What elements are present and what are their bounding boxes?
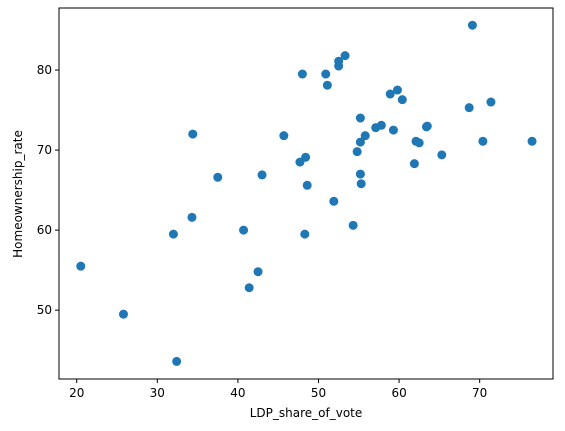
- x-tick-label: 20: [69, 386, 84, 400]
- point: [340, 51, 350, 61]
- point: [355, 169, 365, 179]
- point: [414, 138, 424, 148]
- point: [356, 179, 366, 189]
- point: [302, 180, 312, 190]
- point: [397, 95, 407, 105]
- point: [355, 113, 365, 123]
- point: [329, 196, 339, 206]
- point: [279, 131, 289, 141]
- point: [187, 212, 197, 222]
- point: [385, 89, 395, 99]
- point: [437, 150, 447, 160]
- point: [257, 170, 267, 180]
- point: [464, 103, 474, 113]
- point: [321, 69, 331, 79]
- point: [172, 356, 182, 366]
- point: [213, 172, 223, 182]
- point: [376, 120, 386, 130]
- x-tick-label: 30: [150, 386, 165, 400]
- point: [467, 20, 477, 30]
- point: [253, 267, 263, 277]
- point: [392, 85, 402, 95]
- point: [168, 229, 178, 239]
- point: [352, 147, 362, 157]
- point: [355, 137, 365, 147]
- x-tick-label: 40: [230, 386, 245, 400]
- point: [388, 125, 398, 135]
- y-tick-label: 80: [37, 63, 52, 77]
- point: [422, 121, 432, 131]
- x-tick-label: 60: [391, 386, 406, 400]
- point: [301, 152, 311, 162]
- point: [244, 283, 254, 293]
- point: [188, 129, 198, 139]
- point: [300, 229, 310, 239]
- x-axis-label: LDP_share_of_vote: [250, 406, 363, 420]
- y-tick-label: 60: [37, 223, 52, 237]
- point: [478, 136, 488, 146]
- point: [527, 136, 537, 146]
- y-tick-label: 70: [37, 143, 52, 157]
- point: [322, 80, 332, 90]
- y-tick-label: 50: [37, 303, 52, 317]
- point: [239, 225, 249, 235]
- x-tick-label: 70: [472, 386, 487, 400]
- point: [334, 61, 344, 71]
- plot-frame: [58, 7, 554, 380]
- x-tick-label: 50: [311, 386, 326, 400]
- point: [118, 309, 128, 319]
- point: [360, 131, 370, 141]
- y-axis-label: Homeownership_rate: [11, 130, 25, 258]
- point: [486, 97, 496, 107]
- point: [348, 220, 358, 230]
- point: [76, 261, 86, 271]
- point: [409, 159, 419, 169]
- point: [297, 69, 307, 79]
